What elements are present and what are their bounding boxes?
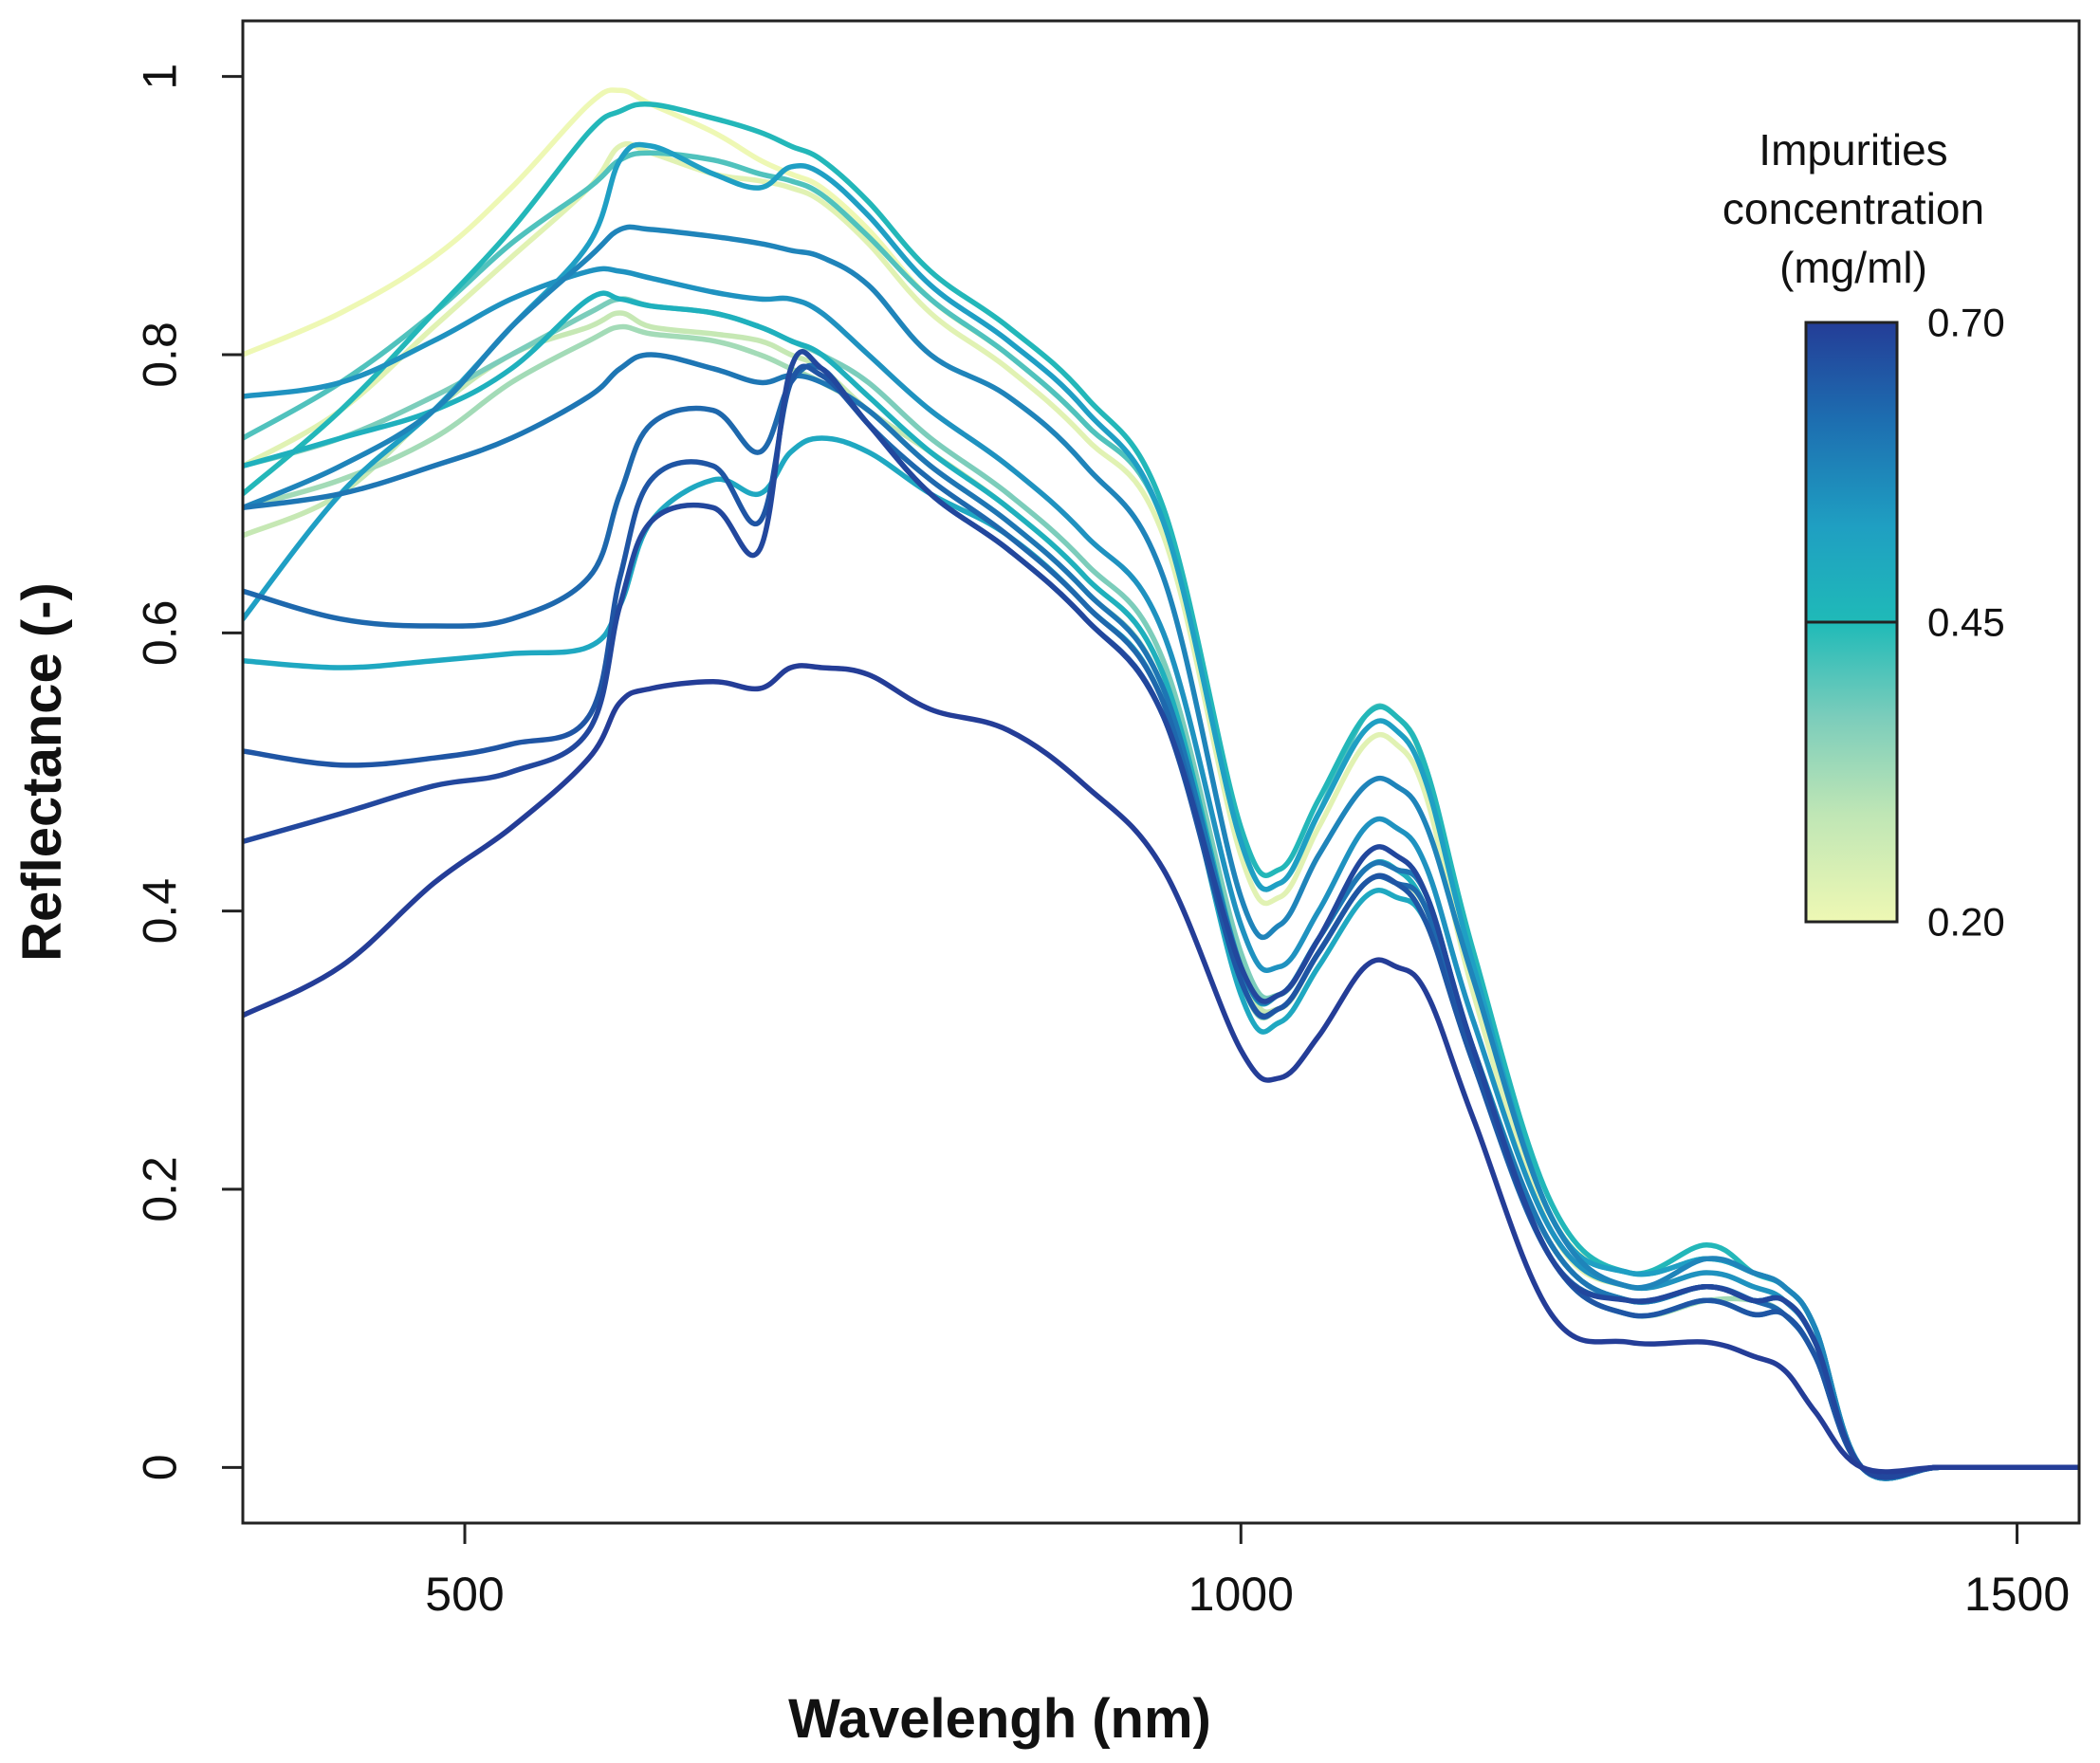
series-line-11	[243, 266, 2079, 1480]
y-tick-label: 0.4	[134, 878, 187, 945]
y-axis: 0 0.2 0.4 0.6 0.8 1	[134, 64, 245, 1480]
series-line-8	[243, 290, 2079, 1480]
x-axis: 500 1000 1500	[425, 1521, 2070, 1621]
series-line-17	[243, 663, 2079, 1475]
colorbar-ticks: 0.70 0.45 0.20	[1806, 301, 2005, 945]
colorbar-tick-label: 0.70	[1927, 301, 2005, 345]
y-tick-label: 0	[134, 1454, 187, 1480]
legend-title-line-3: (mg/ml)	[1779, 243, 1927, 292]
colorbar-tick-label: 0.45	[1927, 600, 2005, 645]
series-line-5	[243, 296, 2079, 1480]
x-axis-title: Wavelengh (nm)	[788, 1688, 1211, 1750]
y-tick-label: 1	[134, 64, 187, 90]
legend-title-line-1: Impurities	[1759, 125, 1947, 174]
y-tick-label: 0.2	[134, 1156, 187, 1222]
colorbar-legend: Impurities concentration (mg/ml) 0.70 0.4…	[1722, 125, 2005, 945]
series-line-7	[243, 101, 2079, 1481]
legend-title-line-2: concentration	[1722, 184, 1984, 233]
series-line-12	[243, 224, 2079, 1481]
colorbar-tick-label: 0.20	[1927, 900, 2005, 945]
x-tick-label: 1500	[1964, 1568, 2070, 1621]
series-line-2	[243, 140, 2079, 1480]
series-line-10	[243, 141, 2079, 1481]
x-tick-label: 500	[425, 1568, 504, 1621]
series-line-16	[243, 349, 2079, 1480]
y-tick-label: 0.6	[134, 600, 187, 667]
y-tick-label: 0.8	[134, 321, 187, 388]
y-axis-title: Reflectance (-)	[11, 582, 73, 962]
x-tick-label: 1000	[1188, 1568, 1294, 1621]
series-layer	[243, 87, 2079, 1481]
